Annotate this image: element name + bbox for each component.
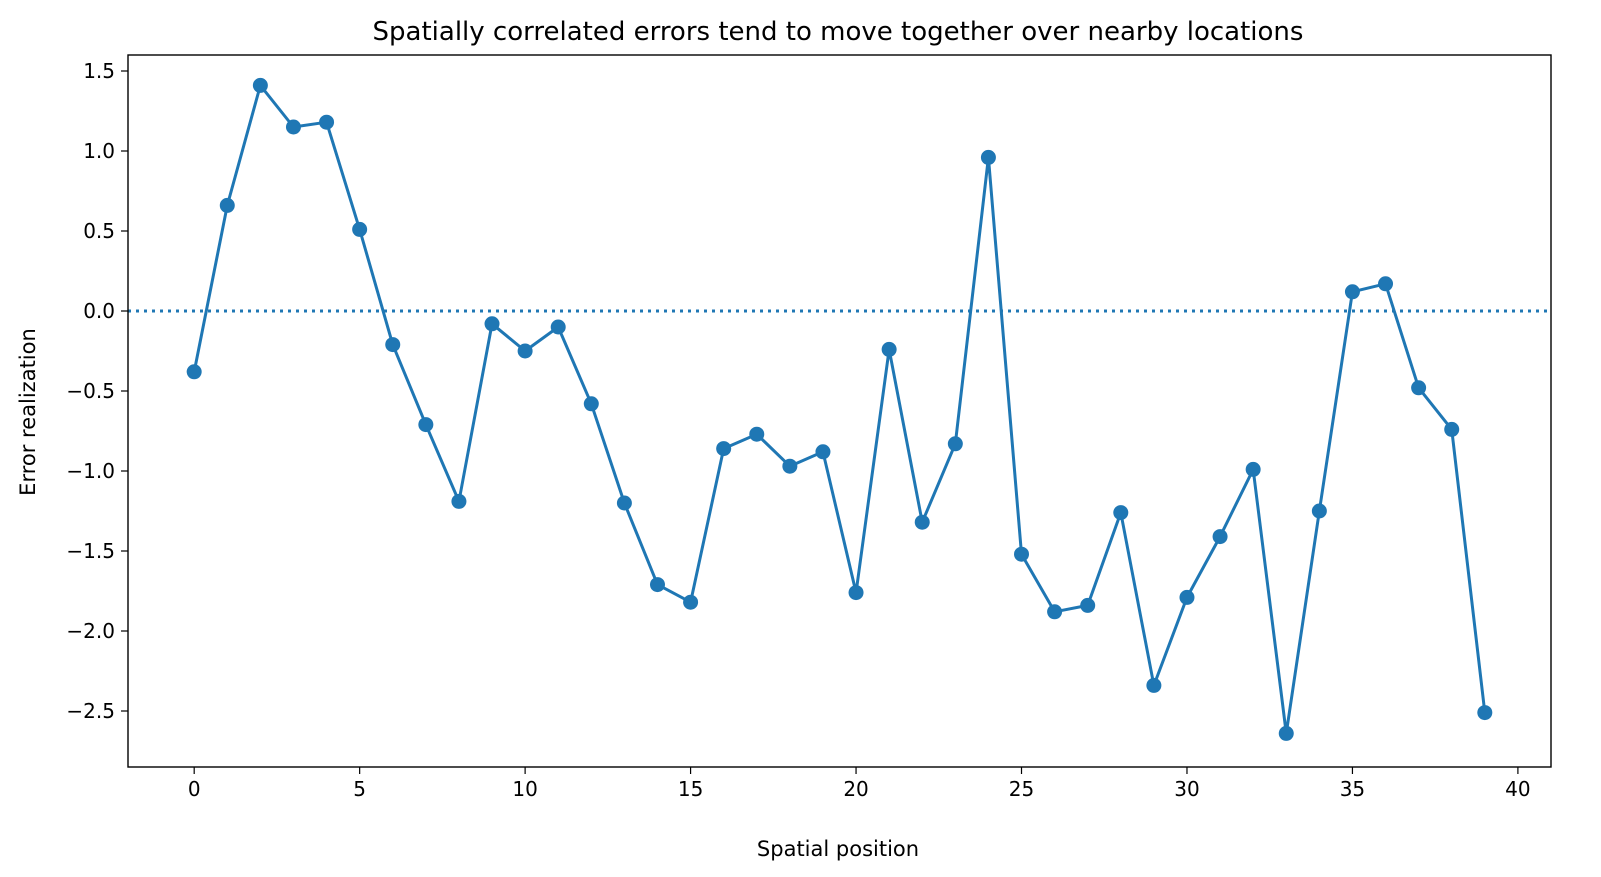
data-point [1212,529,1228,545]
y-tick-label: −0.5 [66,379,115,403]
data-point [749,426,765,442]
data-point [716,441,732,457]
data-point [980,149,996,165]
data-point [815,444,831,460]
data-point [1311,503,1327,519]
data-point [219,197,235,213]
y-tick-label: 0.5 [83,219,115,243]
data-point [1378,276,1394,292]
data-point [1047,604,1063,620]
data-point [352,221,368,237]
x-tick-label: 40 [1505,777,1530,801]
data-point [319,114,335,130]
data-point [1411,380,1427,396]
x-tick-label: 30 [1174,777,1199,801]
data-point [1014,546,1030,562]
plot-area [128,77,1551,741]
x-tick-label: 10 [512,777,537,801]
x-axis-label: Spatial position [757,837,919,861]
data-point [881,341,897,357]
y-tick-label: −1.5 [66,539,115,563]
data-point [451,493,467,509]
chart-title: Spatially correlated errors tend to move… [373,17,1304,47]
data-point [1477,705,1493,721]
data-point [484,316,500,332]
data-point [1245,461,1261,477]
y-axis: 1.5 1.0 0.5 0.0 −0.5 −1.0 −1.5 −2.0 −2.5 [66,59,128,723]
data-point [683,594,699,610]
data-point [418,417,434,433]
y-tick-label: −2.0 [66,619,115,643]
y-tick-label: 0.0 [83,299,115,323]
data-point [782,458,798,474]
data-point [517,343,533,359]
data-point [1179,589,1195,605]
data-point [947,436,963,452]
y-tick-label: 1.0 [83,139,115,163]
data-point [848,585,864,601]
data-point [385,337,401,353]
y-tick-label: −2.5 [66,699,115,723]
data-point [1113,505,1129,521]
data-point [1278,725,1294,741]
data-point [550,319,566,335]
x-tick-label: 15 [678,777,703,801]
axes-frame [127,54,1552,768]
data-point [583,396,599,412]
y-tick-label: −1.0 [66,459,115,483]
data-point [252,77,268,93]
data-point [649,577,665,593]
data-point [186,364,202,380]
data-point [1444,421,1460,437]
data-point [1146,677,1162,693]
x-tick-label: 5 [353,777,366,801]
data-point [914,514,930,530]
data-point [285,119,301,135]
y-tick-label: 1.5 [83,59,115,83]
x-tick-label: 0 [188,777,201,801]
x-tick-label: 25 [1009,777,1034,801]
x-axis: 0 5 10 15 20 25 30 35 40 [188,767,1531,801]
x-tick-label: 20 [843,777,868,801]
data-point [1080,597,1096,613]
x-tick-label: 35 [1340,777,1365,801]
data-point [1344,284,1360,300]
data-point [616,495,632,511]
series-line [192,83,1487,735]
y-axis-label: Error realization [16,328,40,496]
